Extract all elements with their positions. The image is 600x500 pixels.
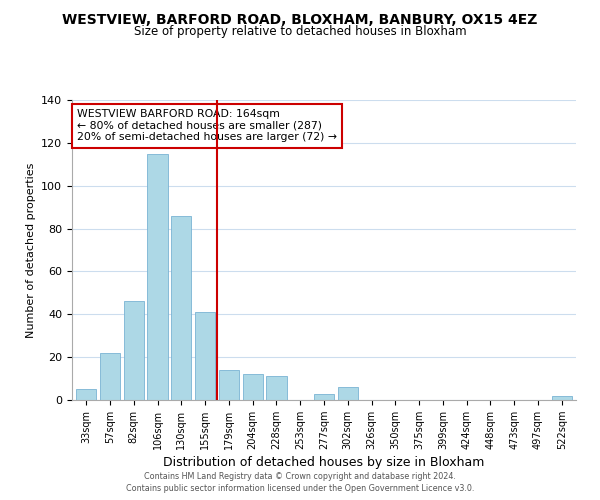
Text: Size of property relative to detached houses in Bloxham: Size of property relative to detached ho…	[134, 25, 466, 38]
Y-axis label: Number of detached properties: Number of detached properties	[26, 162, 35, 338]
Bar	[195, 312, 215, 400]
Text: Contains HM Land Registry data © Crown copyright and database right 2024.
Contai: Contains HM Land Registry data © Crown c…	[126, 472, 474, 493]
Bar	[100, 353, 120, 400]
Text: WESTVIEW, BARFORD ROAD, BLOXHAM, BANBURY, OX15 4EZ: WESTVIEW, BARFORD ROAD, BLOXHAM, BANBURY…	[62, 12, 538, 26]
Bar	[338, 387, 358, 400]
Bar	[76, 390, 97, 400]
Bar	[314, 394, 334, 400]
Bar	[219, 370, 239, 400]
Bar	[551, 396, 572, 400]
Bar	[124, 302, 144, 400]
Text: WESTVIEW BARFORD ROAD: 164sqm
← 80% of detached houses are smaller (287)
20% of : WESTVIEW BARFORD ROAD: 164sqm ← 80% of d…	[77, 109, 337, 142]
Bar	[148, 154, 167, 400]
Bar	[171, 216, 191, 400]
X-axis label: Distribution of detached houses by size in Bloxham: Distribution of detached houses by size …	[163, 456, 485, 469]
Bar	[242, 374, 263, 400]
Bar	[266, 376, 287, 400]
